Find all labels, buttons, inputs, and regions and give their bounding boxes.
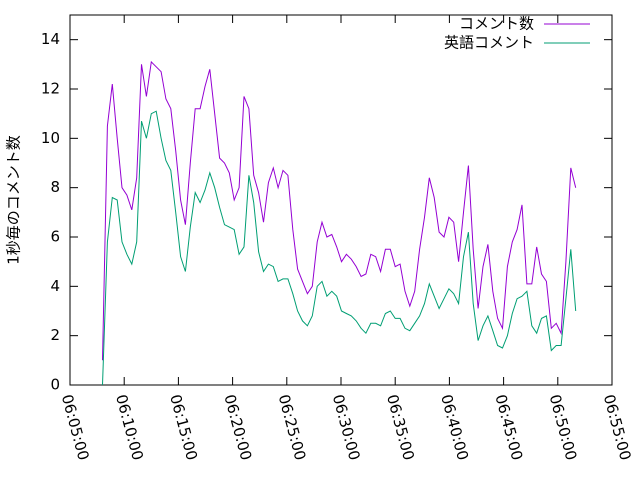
y-tick-label: 10 — [41, 129, 60, 147]
y-tick-label: 6 — [50, 228, 60, 246]
y-tick-label: 2 — [50, 326, 60, 344]
legend-label: コメント数 — [459, 15, 534, 33]
y-tick-label: 4 — [50, 277, 60, 295]
y-tick-label: 8 — [50, 178, 60, 196]
legend-label: 英語コメント — [444, 34, 534, 52]
y-tick-label: 0 — [50, 376, 60, 394]
series-line — [102, 110, 577, 386]
y-tick-label: 12 — [41, 80, 60, 98]
y-axis-label: 1秒毎のコメント数 — [5, 135, 23, 265]
series-line — [102, 60, 577, 361]
y-tick-label: 14 — [41, 30, 60, 48]
